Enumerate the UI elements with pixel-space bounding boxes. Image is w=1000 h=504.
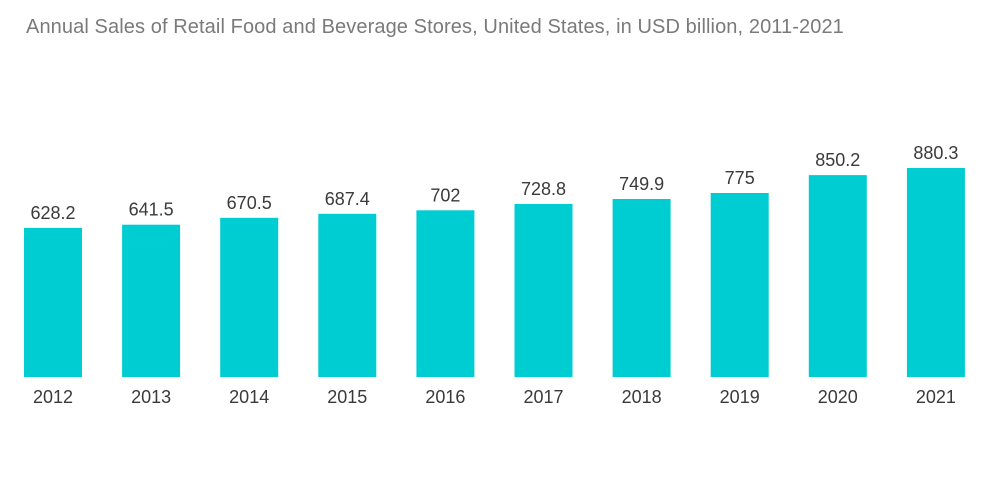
- x-tick-2019: 2019: [720, 387, 760, 407]
- bar-2012: [24, 227, 82, 377]
- bars-layer: [24, 168, 965, 377]
- bar-2017: [514, 204, 573, 377]
- bar-2020: [808, 175, 867, 377]
- value-label-2020: 850.2: [815, 150, 860, 170]
- bar-2013: [122, 224, 181, 377]
- x-tick-2015: 2015: [327, 387, 367, 407]
- x-tick-2016: 2016: [425, 387, 465, 407]
- value-label-2014: 670.5: [227, 193, 272, 213]
- bar-2019: [710, 193, 769, 377]
- x-tick-2014: 2014: [229, 387, 269, 407]
- bar-2014: [220, 217, 279, 377]
- x-tick-2020: 2020: [818, 387, 858, 407]
- x-tick-2021: 2021: [916, 387, 956, 407]
- value-label-2015: 687.4: [325, 189, 370, 209]
- x-tick-2018: 2018: [622, 387, 662, 407]
- x-tick-2017: 2017: [523, 387, 563, 407]
- x-tick-2012: 2012: [33, 387, 73, 407]
- value-label-2017: 728.8: [521, 179, 566, 199]
- bar-2021: [906, 168, 965, 377]
- x-axis-tick-labels: 2012 2013 2014 2015 2016 2017 2018 2019 2020 2021: [33, 387, 956, 407]
- value-label-2021: 880.3: [913, 143, 958, 163]
- x-tick-2013: 2013: [131, 387, 171, 407]
- value-label-2013: 641.5: [129, 200, 174, 220]
- value-label-2018: 749.9: [619, 174, 664, 194]
- value-label-2016: 702: [430, 185, 460, 205]
- bar-2016: [416, 210, 475, 377]
- bar-2018: [612, 199, 671, 377]
- value-label-2012: 628.2: [30, 203, 75, 223]
- value-labels-layer: 628.2 641.5 670.5 687.4 702 728.8 749.9 775 850.…: [30, 143, 958, 223]
- chart-title: Annual Sales of Retail Food and Beverage…: [26, 16, 844, 38]
- value-label-2019: 775: [725, 168, 755, 188]
- bar-2015: [318, 213, 377, 377]
